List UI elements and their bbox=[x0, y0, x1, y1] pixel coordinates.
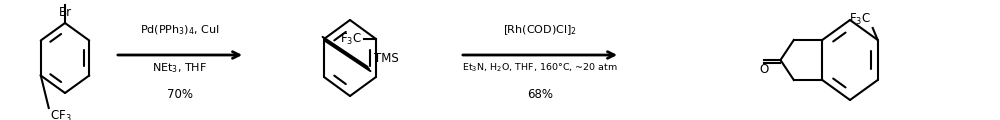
Text: NEt$_3$, THF: NEt$_3$, THF bbox=[152, 61, 208, 75]
Text: F$_3$C: F$_3$C bbox=[849, 12, 871, 27]
Text: O: O bbox=[760, 63, 769, 76]
Text: CF$_3$: CF$_3$ bbox=[50, 109, 71, 120]
Text: TMS: TMS bbox=[374, 52, 399, 65]
Text: Pd(PPh$_3$)$_4$, CuI: Pd(PPh$_3$)$_4$, CuI bbox=[140, 23, 220, 37]
Text: Et$_3$N, H$_2$O, THF, 160°C, ~20 atm: Et$_3$N, H$_2$O, THF, 160°C, ~20 atm bbox=[462, 62, 618, 74]
Text: 68%: 68% bbox=[527, 89, 553, 102]
Text: Br: Br bbox=[58, 6, 72, 19]
Text: F$_3$C: F$_3$C bbox=[340, 31, 362, 47]
Text: [Rh(COD)Cl]$_2$: [Rh(COD)Cl]$_2$ bbox=[503, 23, 577, 37]
Text: 70%: 70% bbox=[167, 89, 193, 102]
